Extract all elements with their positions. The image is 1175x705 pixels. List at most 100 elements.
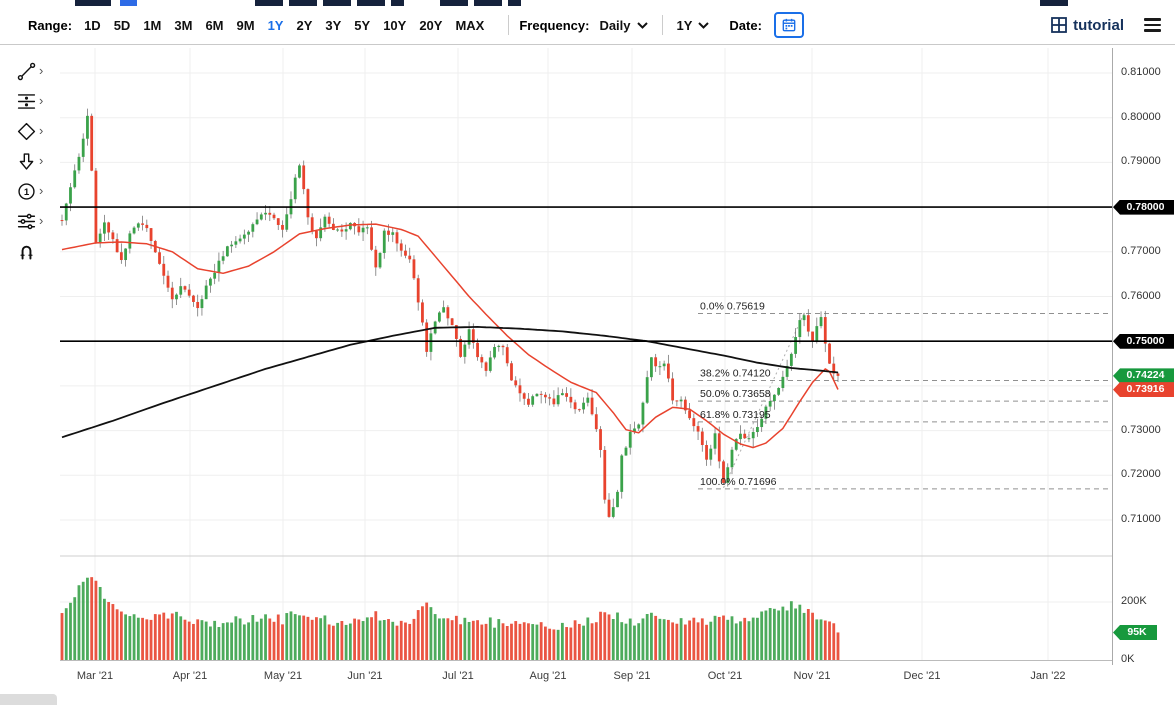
- range-label: Range:: [28, 17, 73, 33]
- volume-bars: [60, 577, 840, 660]
- shapes-tool[interactable]: ›: [0, 116, 58, 146]
- x-tick: Dec '21: [903, 670, 941, 682]
- arrow-down-icon: [19, 152, 34, 170]
- svg-text:100.0% 0.71696: 100.0% 0.71696: [700, 476, 777, 488]
- toolbar-divider: [661, 15, 663, 35]
- x-tick: May '21: [263, 670, 303, 682]
- range-1m[interactable]: 1M: [137, 16, 167, 35]
- fibonacci-labels: 0.0% 0.75619 38.2% 0.74120 50.0% 0.73658 61…: [700, 301, 777, 488]
- x-tick: Jan '22: [1030, 670, 1066, 682]
- range-9m[interactable]: 9M: [231, 16, 261, 35]
- range-10y[interactable]: 10Y: [377, 16, 412, 35]
- trendline-tool[interactable]: ›: [0, 56, 58, 86]
- top-strip-fragment: [323, 0, 351, 6]
- toolbar-right: tutorial: [1051, 16, 1175, 34]
- last-price-badge: 0.74224: [1113, 368, 1174, 384]
- indicators-tool[interactable]: ›: [0, 206, 58, 236]
- frequency-dropdown[interactable]: Daily: [595, 16, 651, 35]
- volume-badge: 95K: [1113, 624, 1157, 640]
- magnet-tool[interactable]: [0, 236, 58, 266]
- top-strip-fragment: [357, 0, 385, 6]
- top-strip-fragment: [75, 0, 111, 6]
- price-line-badge: 0.78000: [1113, 199, 1174, 215]
- top-strip-fragment: [440, 0, 468, 6]
- sliders-icon: [17, 213, 36, 229]
- number-annotation-icon: 1: [18, 182, 35, 200]
- range-3y[interactable]: 3Y: [319, 16, 347, 35]
- price-tick: 0.79000: [1121, 155, 1161, 168]
- price-tick: 0.76000: [1121, 289, 1161, 302]
- svg-text:50.0% 0.73658: 50.0% 0.73658: [700, 388, 771, 400]
- interval-value: 1Y: [676, 17, 693, 33]
- calendar-icon: [782, 18, 796, 32]
- x-tick: Apr '21: [172, 670, 208, 682]
- top-strip-fragment: [120, 0, 137, 6]
- hamburger-icon: [1144, 18, 1161, 21]
- black-moving-average: [61, 326, 839, 439]
- date-picker-button[interactable]: [773, 12, 804, 38]
- chevron-right-icon: ›: [39, 182, 44, 198]
- range-5y[interactable]: 5Y: [348, 16, 376, 35]
- frequency-label: Frequency:: [519, 17, 590, 33]
- frequency-value: Daily: [599, 17, 631, 33]
- top-strip-fragment: [1040, 0, 1068, 6]
- range-3m[interactable]: 3M: [168, 16, 198, 35]
- x-tick: Jun '21: [347, 670, 383, 682]
- hamburger-menu-button[interactable]: [1142, 16, 1163, 34]
- volume-tick: 0K: [1121, 653, 1135, 665]
- range-1d[interactable]: 1D: [78, 16, 107, 35]
- scrollbar-corner[interactable]: [0, 694, 57, 705]
- chevron-right-icon: ›: [39, 92, 44, 108]
- range-1y[interactable]: 1Y: [262, 16, 290, 35]
- range-buttons: 1D 5D 1M 3M 6M 9M 1Y 2Y 3Y 5Y 10Y 20Y MAX: [78, 16, 490, 35]
- price-tick: 0.72000: [1121, 468, 1161, 481]
- x-tick: Jul '21: [442, 670, 474, 682]
- toolbar-border: [0, 44, 1175, 45]
- top-strip-fragment: [391, 0, 404, 6]
- candlestick-chart[interactable]: 0.0% 0.75619 38.2% 0.74120 50.0% 0.73658 61…: [60, 48, 1112, 665]
- toolbar: Range: 1D 5D 1M 3M 6M 9M 1Y 2Y 3Y 5Y 10Y 20Y MAX Fre…: [0, 7, 1175, 43]
- interval-dropdown[interactable]: 1Y: [673, 16, 714, 35]
- annotation-number: 1: [24, 187, 30, 198]
- chevron-right-icon: ›: [39, 212, 44, 228]
- range-20y[interactable]: 20Y: [413, 16, 448, 35]
- horizontal-price-lines: [60, 206, 1112, 343]
- diamond-icon: [17, 122, 36, 140]
- date-label: Date:: [729, 17, 762, 33]
- range-max[interactable]: MAX: [449, 16, 490, 35]
- magnet-icon: [20, 245, 33, 259]
- svg-text:61.8% 0.73195: 61.8% 0.73195: [700, 409, 771, 421]
- x-tick: Nov '21: [793, 670, 831, 682]
- fibonacci-tool[interactable]: ›: [0, 86, 58, 116]
- chevron-right-icon: ›: [39, 122, 44, 138]
- chevron-right-icon: ›: [39, 62, 44, 78]
- price-tick: 0.80000: [1121, 110, 1161, 123]
- top-strip-fragment: [474, 0, 502, 6]
- top-strip-fragment: [508, 0, 521, 6]
- arrow-tool[interactable]: ›: [0, 146, 58, 176]
- x-axis: Mar '21 Apr '21 May '21 Jun '21 Jul '21 Aug '…: [0, 670, 1175, 690]
- price-tick: 0.81000: [1121, 66, 1161, 78]
- svg-text:38.2% 0.74120: 38.2% 0.74120: [700, 368, 771, 380]
- logo-grid-icon: [1051, 17, 1068, 33]
- logo[interactable]: tutorial: [1051, 17, 1124, 34]
- toolbar-divider: [508, 15, 510, 35]
- top-strip-fragment: [289, 0, 317, 6]
- fibonacci-icon: [17, 93, 36, 109]
- x-tick: Aug '21: [529, 670, 567, 682]
- chevron-right-icon: ›: [39, 152, 44, 168]
- logo-text: tutorial: [1073, 16, 1124, 34]
- chevron-down-icon: [698, 21, 710, 29]
- trendline-icon: [17, 62, 36, 80]
- last-price-badge: 0.73916: [1113, 382, 1174, 398]
- range-5d[interactable]: 5D: [108, 16, 137, 35]
- range-2y[interactable]: 2Y: [290, 16, 318, 35]
- range-6m[interactable]: 6M: [199, 16, 229, 35]
- price-line-badge: 0.75000: [1113, 333, 1174, 349]
- fibonacci-retracement: [698, 313, 1112, 490]
- annotation-tool[interactable]: 1 ›: [0, 176, 58, 206]
- price-tick: 0.73000: [1121, 423, 1161, 436]
- x-tick: Sep '21: [613, 670, 651, 682]
- price-axis: 0.81000 0.80000 0.79000 0.77000 0.76000 0.730…: [1112, 48, 1175, 665]
- red-moving-average: [61, 223, 839, 449]
